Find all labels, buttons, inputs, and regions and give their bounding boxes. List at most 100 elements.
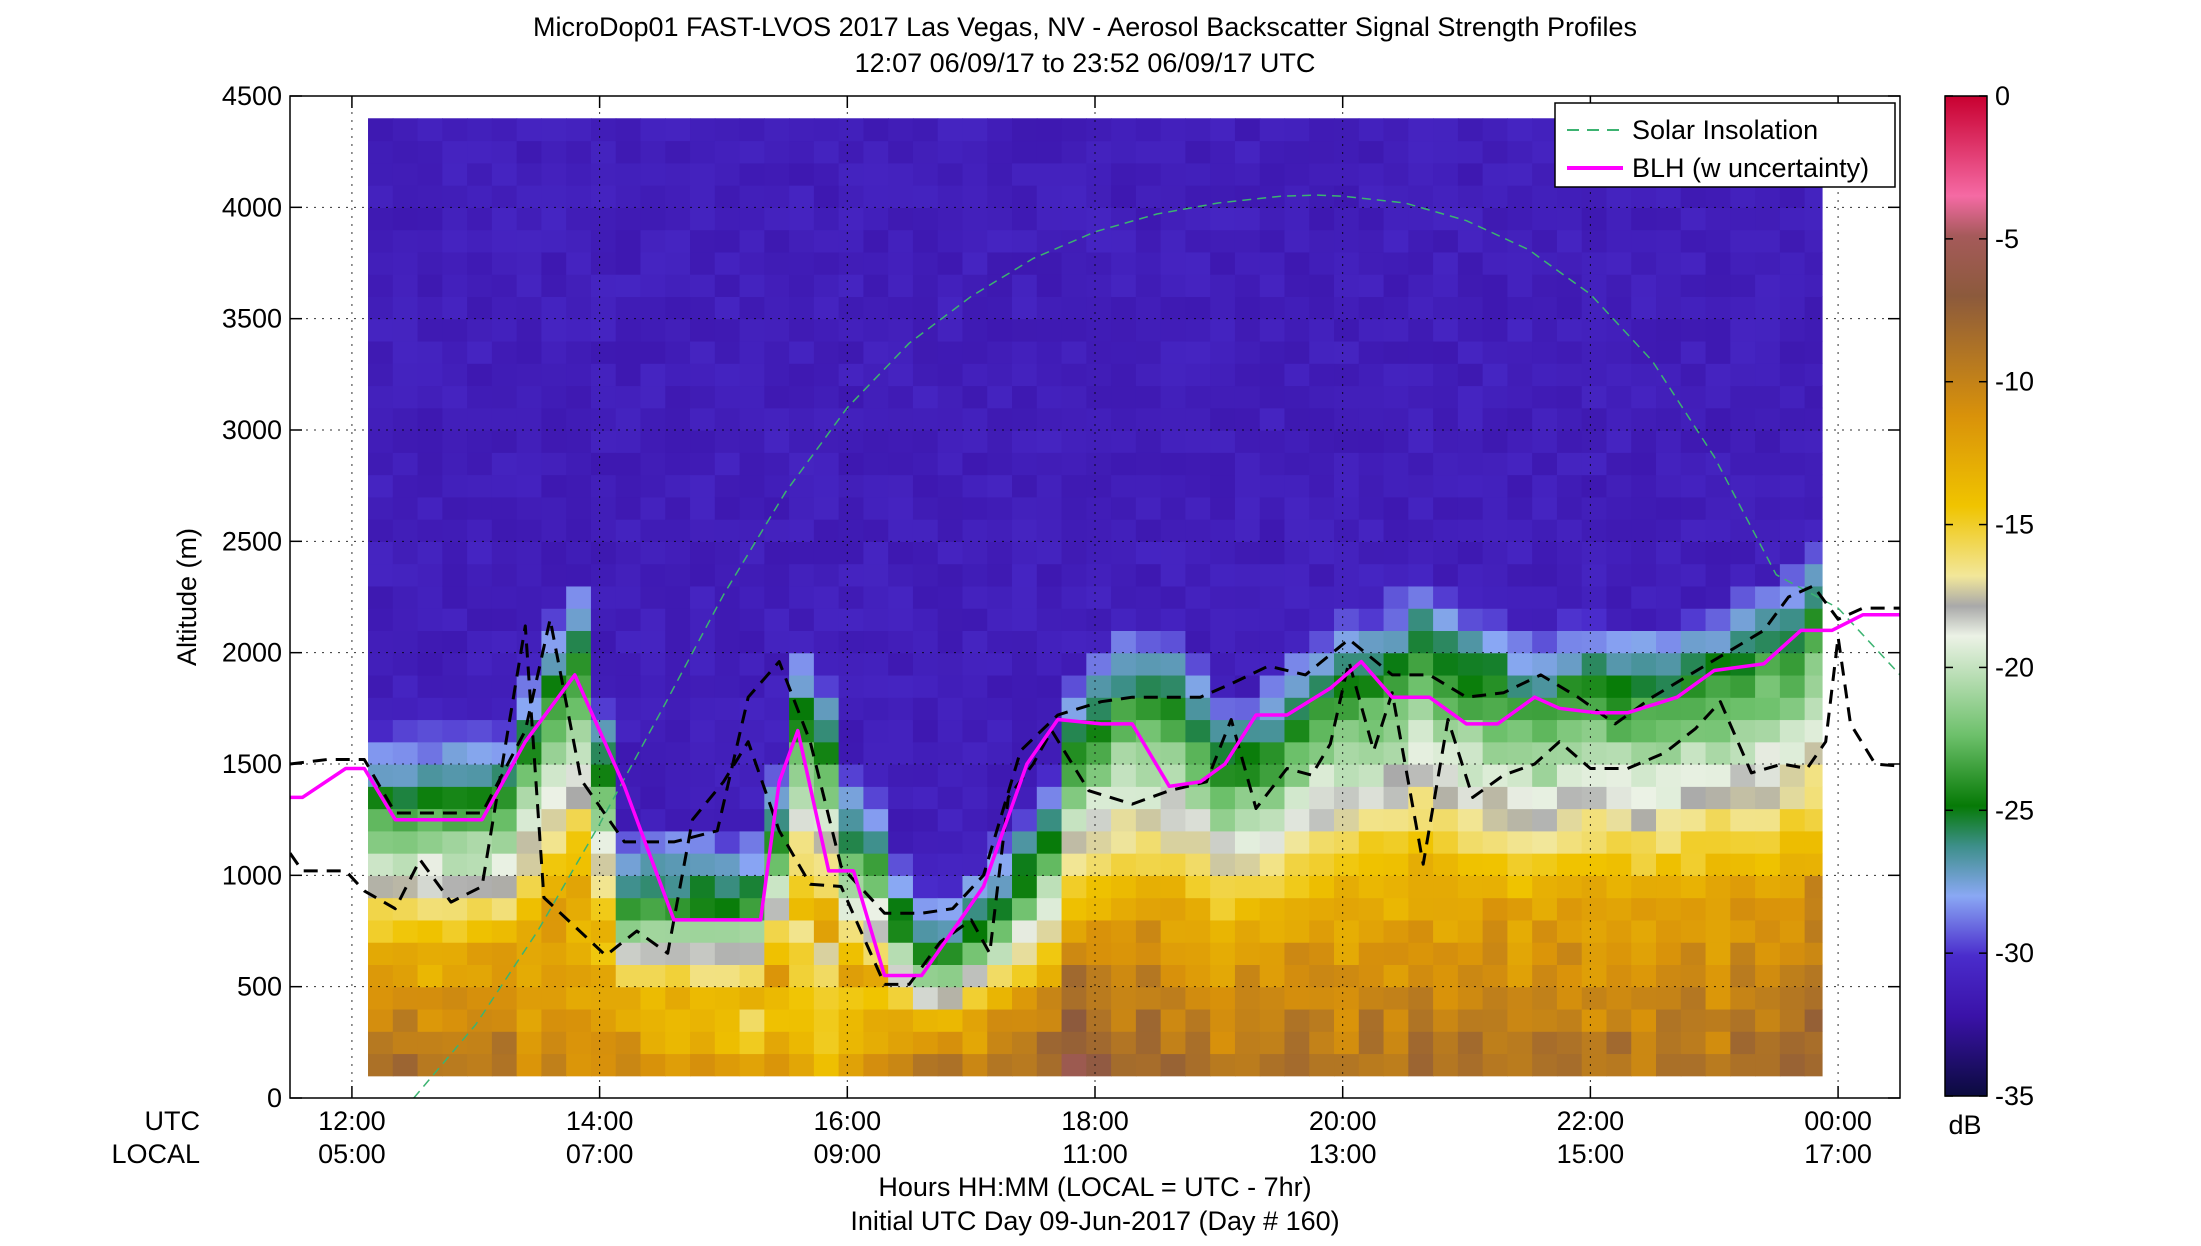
heatmap-cell [912,964,939,988]
heatmap-cell [1259,474,1286,498]
heatmap-cell [1730,764,1756,787]
heatmap-cell [1581,1008,1608,1032]
heatmap-cell [590,674,617,698]
heatmap-cell [392,652,419,676]
heatmap-cell [1111,496,1137,520]
heatmap-cell [1656,986,1682,1010]
heatmap-cell [1036,875,1063,899]
heatmap-cell [1779,274,1806,297]
heatmap-cell [1086,229,1112,253]
heatmap-cell [566,875,592,899]
heatmap-cell [1036,630,1063,654]
heatmap-cell [764,808,790,832]
heatmap-cell [1804,875,1823,899]
heatmap-cell [1631,496,1657,520]
heatmap-cell [1358,830,1385,854]
heatmap-cell [1482,764,1509,787]
heatmap-cell [1457,830,1484,854]
heatmap-cell [888,1008,914,1032]
heatmap-cell [1012,697,1038,721]
heatmap-cell [541,630,567,654]
heatmap-cell [1160,407,1187,431]
heatmap-cell [1482,274,1509,297]
heatmap-cell [739,719,765,743]
heatmap-cell [491,541,518,565]
heatmap-cell [690,162,716,186]
heatmap-cell [888,786,914,810]
heatmap-cell [368,741,394,765]
heatmap-cell [516,296,543,320]
heatmap-cell [912,830,939,854]
heatmap-cell [1779,786,1806,810]
heatmap-cell [1408,430,1434,453]
heatmap-cell [789,942,815,965]
heatmap-cell [1185,296,1211,320]
heatmap-cell [541,986,567,1010]
heatmap-cell [516,207,543,231]
heatmap-cell [1408,474,1434,498]
heatmap-cell [714,229,741,253]
heatmap-cell [764,585,790,609]
x-tick-label-utc: 16:00 [814,1106,882,1136]
heatmap-cell [888,541,914,565]
heatmap-cell [1482,1053,1509,1077]
heatmap-cell [1309,452,1335,476]
heatmap-cell [1482,430,1509,453]
heatmap-cell [541,1053,567,1077]
heatmap-cell [1556,652,1583,676]
heatmap-cell [1408,496,1434,520]
heatmap-cell [863,474,889,498]
heatmap-cell [1284,808,1310,832]
heatmap-cell [1135,853,1162,876]
heatmap-cell [912,764,939,787]
heatmap-cell [590,140,617,164]
heatmap-cell [615,964,642,988]
heatmap-cell [665,519,691,542]
heatmap-cell [1779,719,1806,743]
heatmap-cell [1457,385,1484,409]
heatmap-cell [690,741,716,765]
heatmap-cell [1705,741,1731,765]
heatmap-cell [491,474,518,498]
heatmap-cell [912,185,939,208]
heatmap-cell [615,296,642,320]
heatmap-cell [516,986,543,1010]
heatmap-cell [1210,474,1236,498]
heatmap-cell [665,162,691,186]
heatmap-cell [1408,719,1434,743]
heatmap-cell [1755,563,1781,587]
heatmap-cell [1086,630,1112,654]
heatmap-cell [1631,474,1657,498]
heatmap-cell [1012,185,1038,208]
y-tick-label: 3500 [222,304,282,334]
heatmap-cell [739,274,765,297]
heatmap-cell [1185,162,1211,186]
heatmap-cell [987,274,1013,297]
heatmap-cell [863,363,889,387]
heatmap-cell [1086,207,1112,231]
heatmap-cell [1532,162,1558,186]
heatmap-cell [467,919,493,943]
heatmap-cell [838,340,865,364]
heatmap-cell [491,1053,518,1077]
heatmap-cell [1086,853,1112,876]
heatmap-cell [1457,1008,1484,1032]
heatmap-cell [516,519,543,542]
heatmap-cell [863,986,889,1010]
heatmap-cell [1210,786,1236,810]
heatmap-cell [1036,919,1063,943]
heatmap-cell [516,474,543,498]
heatmap-cell [912,407,939,431]
heatmap-cell [888,340,914,364]
heatmap-cell [1383,786,1409,810]
heatmap-cell [739,585,765,609]
heatmap-cell [417,919,443,943]
heatmap-cell [1705,585,1731,609]
heatmap-cell [1804,1053,1823,1077]
heatmap-cell [937,274,964,297]
heatmap-cell [1160,430,1187,453]
heatmap-cell [1532,986,1558,1010]
heatmap-cell [1408,318,1434,342]
heatmap-cell [1656,474,1682,498]
heatmap-cell [1779,1031,1806,1055]
